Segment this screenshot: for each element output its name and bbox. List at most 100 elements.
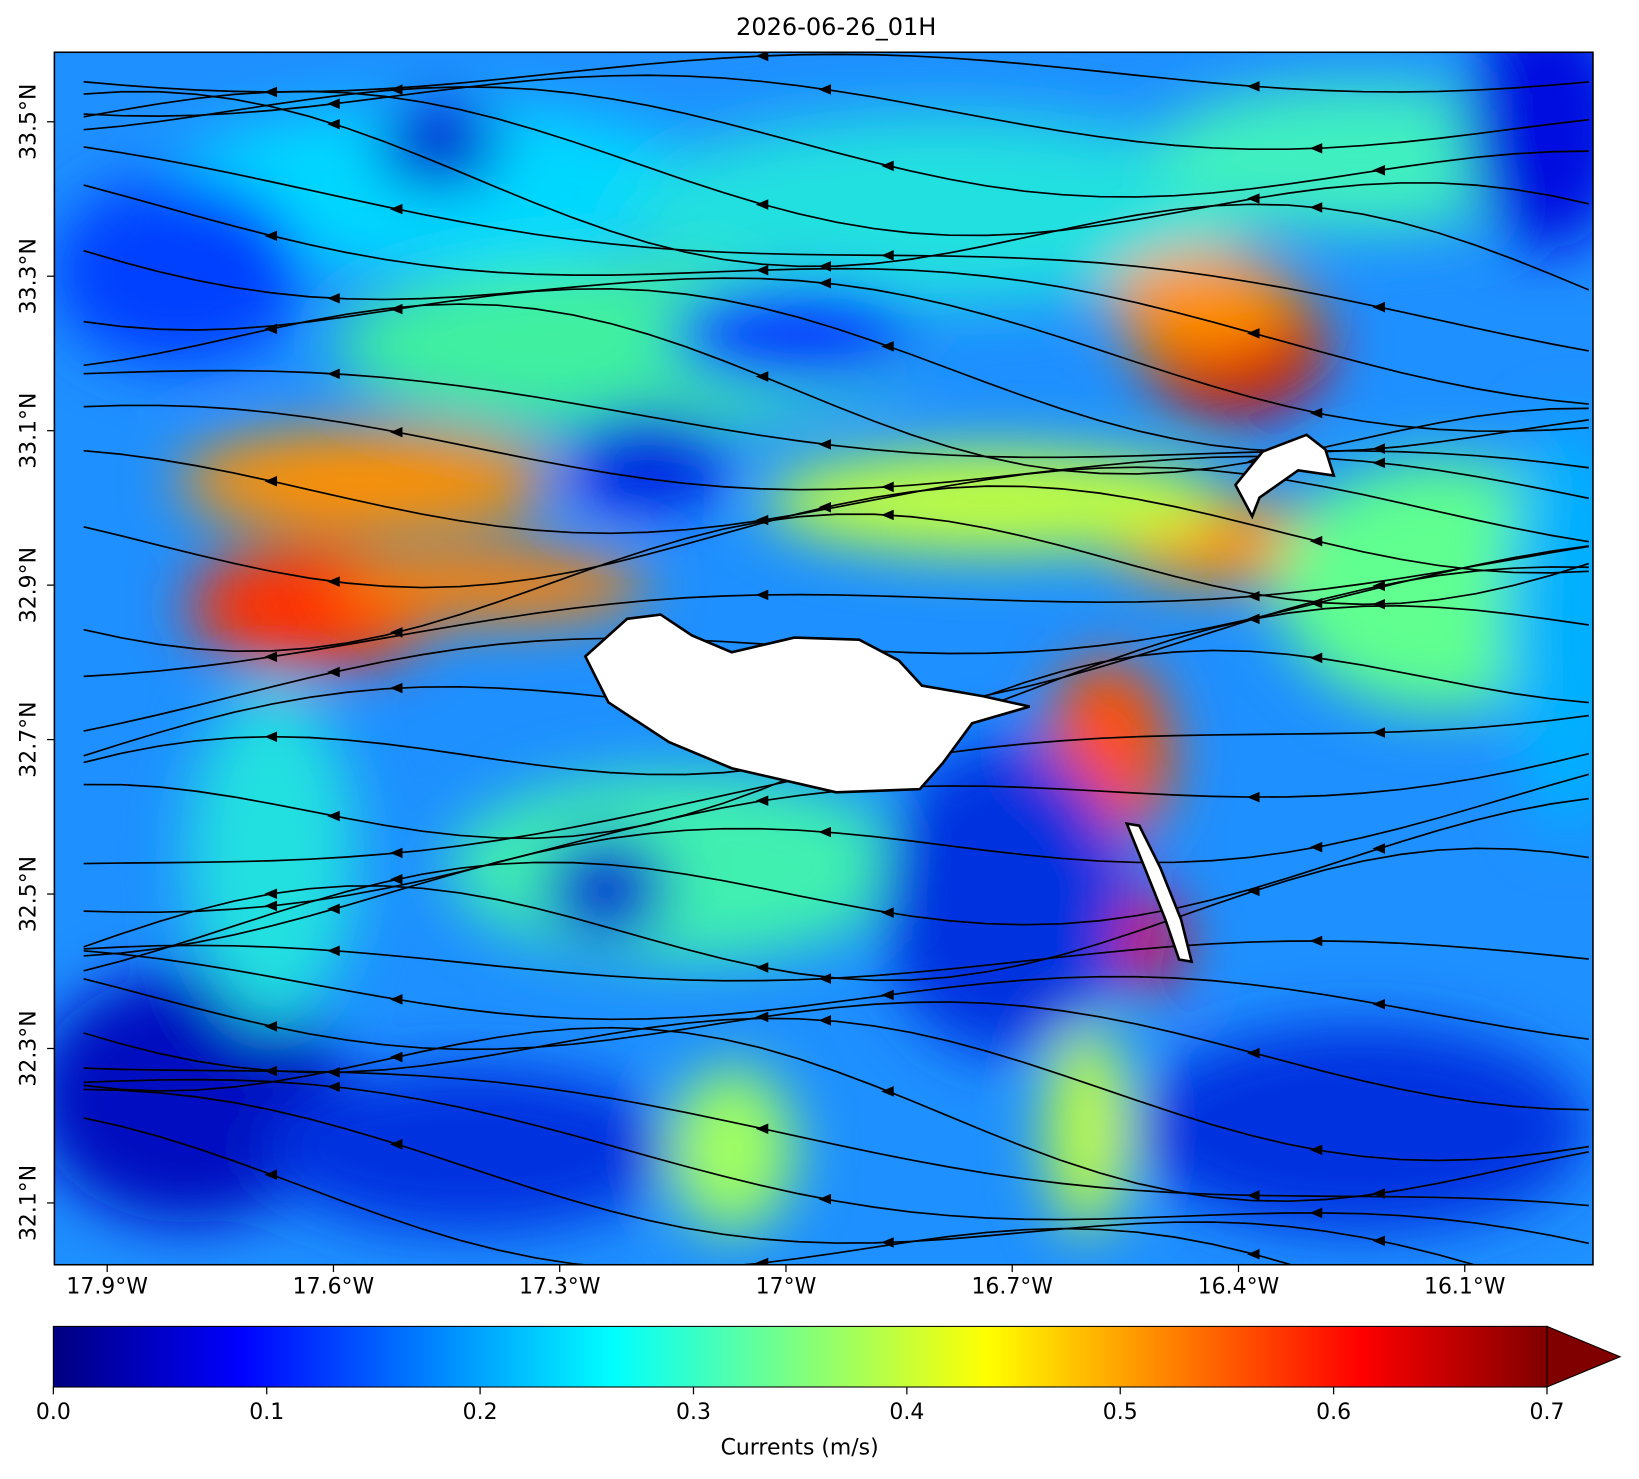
- streamlines: [83, 52, 1590, 1265]
- y-tick-label: 33.3°N: [16, 238, 41, 314]
- streamline: [83, 449, 1589, 543]
- streamline: [83, 184, 1589, 405]
- stream-arrow: [755, 589, 769, 601]
- stream-arrow: [1309, 652, 1323, 664]
- stream-arrow: [881, 1086, 894, 1097]
- streamline: [83, 303, 1589, 475]
- stream-arrow: [1246, 1248, 1260, 1260]
- x-tick-label: 17.9°W: [66, 1275, 148, 1300]
- stream-arrow: [1309, 407, 1323, 419]
- desertas-islands: [1124, 821, 1194, 964]
- y-tick-label: 32.1°N: [16, 1165, 41, 1241]
- stream-arrow: [755, 1011, 769, 1023]
- stream-arrow: [755, 1123, 769, 1135]
- streamline: [83, 1088, 1478, 1265]
- stream-arrow: [327, 945, 340, 957]
- stream-arrow: [389, 426, 403, 438]
- stream-arrow: [818, 826, 831, 838]
- stream-arrow: [1372, 165, 1385, 176]
- colorbar-bar: [52, 1325, 1548, 1388]
- stream-arrow: [327, 293, 340, 304]
- streamline: [83, 977, 1589, 1111]
- stream-arrow: [881, 481, 894, 493]
- stream-arrow: [327, 368, 340, 380]
- stream-arrow: [818, 502, 831, 513]
- colorbar-tick-label: 0.7: [1530, 1400, 1565, 1425]
- streamline: [83, 950, 1589, 1040]
- current-field: [54, 52, 1593, 1265]
- stream-arrow: [1246, 81, 1260, 92]
- stream-arrow: [264, 1065, 278, 1077]
- stream-arrow: [755, 264, 769, 276]
- stream-arrow: [327, 118, 340, 130]
- stream-arrow: [264, 651, 278, 662]
- streamline: [83, 90, 1589, 237]
- stream-arrow: [818, 973, 831, 984]
- streamline: [83, 1067, 1589, 1207]
- stream-arrow: [755, 962, 769, 973]
- stream-arrow: [881, 341, 894, 352]
- stream-arrow: [1246, 193, 1260, 204]
- stream-arrow: [818, 1015, 831, 1026]
- colorbar-tick-label: 0.1: [249, 1400, 284, 1425]
- stream-arrow: [389, 203, 403, 215]
- stream-arrow: [755, 1257, 769, 1265]
- stream-arrow: [389, 682, 403, 694]
- x-tick-label: 17.6°W: [293, 1275, 375, 1300]
- stream-arrow: [327, 903, 340, 915]
- map-frame: [53, 51, 1594, 1266]
- stream-arrow: [818, 277, 831, 289]
- stream-arrow: [818, 84, 831, 95]
- stream-arrow: [389, 1051, 403, 1063]
- stream-arrow: [1372, 580, 1385, 592]
- y-tick-label: 32.3°N: [16, 1010, 41, 1086]
- stream-arrow: [1246, 1047, 1260, 1059]
- field-blobs: [54, 52, 1593, 1234]
- stream-arrow: [327, 810, 340, 822]
- colorbar-tick-label: 0.2: [463, 1400, 498, 1425]
- madeira-island: [583, 613, 1030, 794]
- stream-arrow: [327, 98, 340, 109]
- stream-arrow: [1309, 143, 1323, 154]
- colorbar-tick-label: 0.3: [676, 1400, 711, 1425]
- y-tick-label: 32.7°N: [16, 701, 41, 777]
- x-tick-label: 16.1°W: [1424, 1275, 1506, 1300]
- stream-arrow: [389, 303, 403, 315]
- streamline: [83, 545, 1589, 678]
- stream-arrow: [1246, 613, 1260, 625]
- colorbar-extension: [1546, 1325, 1622, 1388]
- stream-arrow: [1246, 791, 1260, 803]
- stream-arrow: [881, 509, 894, 521]
- map-title: 2026-06-26_01H: [736, 13, 936, 41]
- stream-arrow: [1246, 1190, 1260, 1201]
- colorbar-tick-label: 0.6: [1316, 1400, 1351, 1425]
- x-tick-label: 17.3°W: [519, 1275, 601, 1300]
- stream-arrow: [818, 439, 831, 450]
- x-tick-label: 16.4°W: [1198, 1275, 1280, 1300]
- stream-arrow: [1309, 535, 1323, 547]
- stream-arrow: [327, 666, 340, 678]
- stream-arrow: [264, 86, 278, 98]
- islands: [583, 433, 1336, 964]
- stream-arrow: [1309, 1144, 1323, 1156]
- stream-arrow: [389, 847, 403, 859]
- stream-arrow: [327, 1081, 340, 1093]
- y-tick-label: 33.1°N: [16, 393, 41, 469]
- streamline: [83, 53, 1589, 93]
- stream-arrow: [1309, 841, 1323, 853]
- streamline: [83, 1117, 1294, 1265]
- stream-arrow: [881, 989, 894, 1001]
- streamline: [83, 1026, 1589, 1203]
- stream-arrow: [264, 230, 278, 242]
- streamline: [83, 797, 1589, 972]
- stream-arrow: [881, 907, 894, 918]
- x-tick-label: 17°W: [756, 1275, 817, 1300]
- stream-arrow: [755, 52, 769, 62]
- streamline: [83, 404, 1589, 500]
- stream-arrow: [389, 84, 403, 95]
- stream-arrow: [264, 1169, 278, 1180]
- stream-arrow: [881, 160, 894, 172]
- stream-arrow: [389, 873, 403, 885]
- stream-arrow: [881, 250, 894, 261]
